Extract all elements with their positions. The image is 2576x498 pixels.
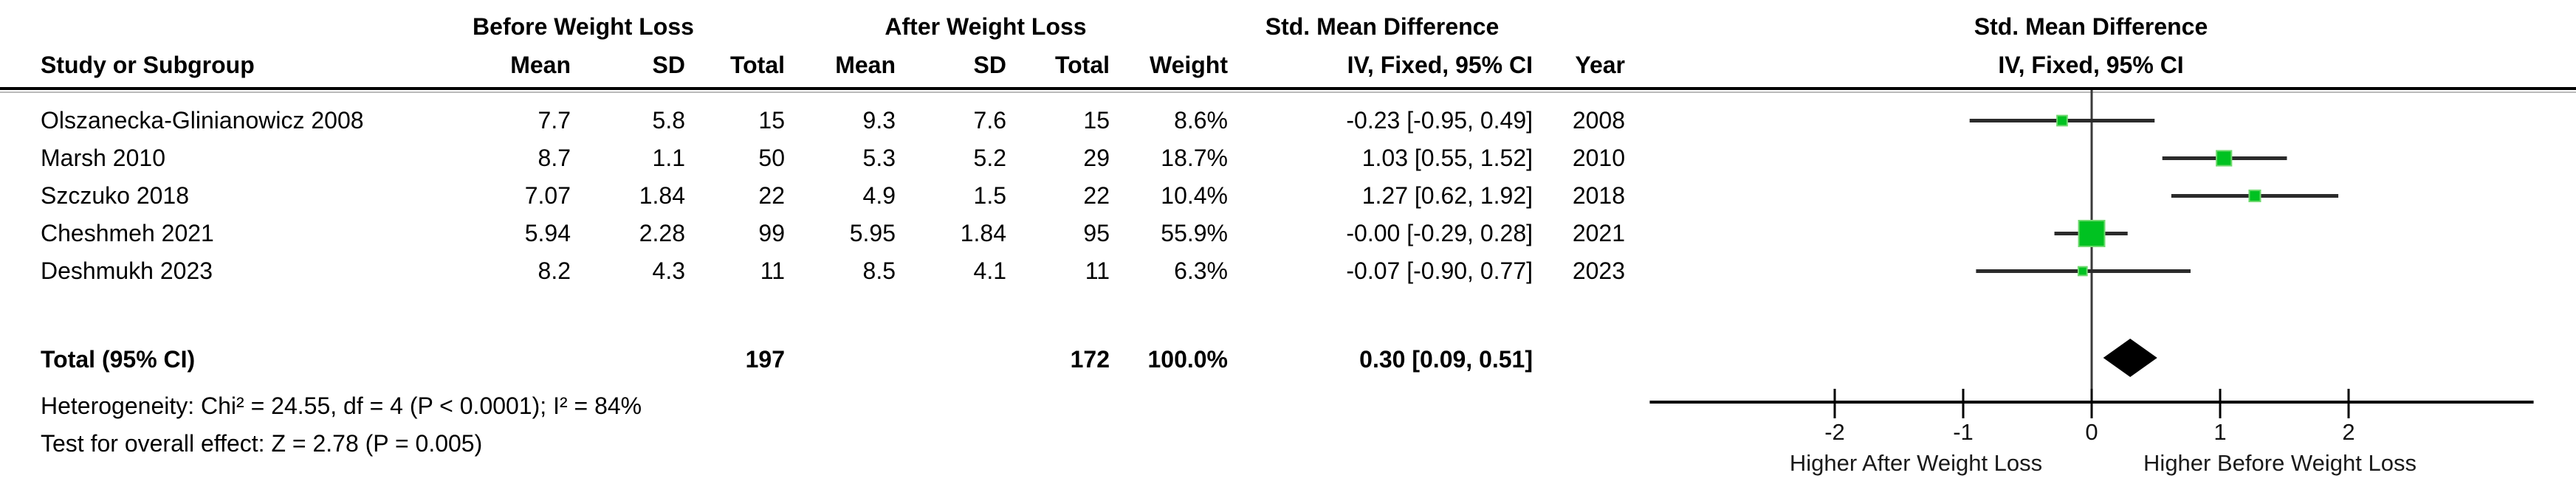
group-header-smd: Std. Mean Difference — [1265, 13, 1500, 40]
forest-plot-svg — [1649, 90, 2534, 418]
study-row: Deshmukh 2023 8.2 4.3 11 8.5 4.1 11 6.3%… — [0, 252, 1628, 290]
year-value: 2008 — [1572, 107, 1625, 134]
study-row: Marsh 2010 8.7 1.1 50 5.3 5.2 29 18.7% 1… — [0, 139, 1628, 177]
axis-tick-label: -1 — [1953, 419, 1974, 445]
total-before: 99 — [758, 220, 785, 246]
sd-after: 7.6 — [973, 107, 1006, 134]
total-after: 15 — [1083, 107, 1110, 134]
study-row: Szczuko 2018 7.07 1.84 22 4.9 1.5 22 10.… — [0, 177, 1628, 215]
col-header-total-after: Total — [1054, 51, 1110, 78]
year-value: 2010 — [1572, 145, 1625, 171]
header-rule-shadow — [0, 91, 2576, 93]
year-value: 2021 — [1572, 220, 1625, 246]
table-column-header-row: Study or Subgroup Mean SD Total Mean SD … — [0, 46, 1628, 84]
total-ci: 0.30 [0.09, 0.51] — [1359, 346, 1533, 373]
overall-effect-note: Test for overall effect: Z = 2.78 (P = 0… — [41, 430, 483, 457]
total-after: 29 — [1083, 145, 1110, 171]
total-after: 11 — [1085, 257, 1110, 284]
sd-before: 1.1 — [652, 145, 685, 171]
mean-before: 5.94 — [524, 220, 571, 246]
col-header-total-before: Total — [729, 51, 785, 78]
total-before: 11 — [760, 257, 785, 284]
smd-square — [2077, 266, 2088, 277]
smd-square — [2056, 114, 2068, 127]
mean-after: 4.9 — [862, 182, 896, 209]
col-header-study: Study or Subgroup — [41, 51, 255, 78]
total-weight: 100.0% — [1147, 346, 1228, 373]
forest-plot-panel: Std. Mean Difference IV, Fixed, 95% CI -… — [1628, 0, 2576, 498]
mean-before: 8.7 — [537, 145, 571, 171]
sd-after: 1.84 — [960, 220, 1006, 246]
summary-diamond — [2103, 339, 2157, 377]
total-row: Total (95% CI) 197 172 100.0% 0.30 [0.09… — [0, 341, 1628, 378]
mean-after: 8.5 — [862, 257, 896, 284]
sd-after: 1.5 — [973, 182, 1006, 209]
total-before: 15 — [758, 107, 785, 134]
weight-value: 8.6% — [1174, 107, 1228, 134]
total-label: Total (95% CI) — [41, 346, 196, 373]
sd-after: 4.1 — [973, 257, 1006, 284]
axis-label-left: Higher After Weight Loss — [1789, 450, 2043, 476]
group-header-before: Before Weight Loss — [473, 13, 694, 40]
sd-before: 2.28 — [639, 220, 685, 246]
col-header-sd-before: SD — [652, 51, 685, 78]
col-header-weight: Weight — [1149, 51, 1228, 78]
study-name: Cheshmeh 2021 — [41, 220, 214, 246]
mean-before: 8.2 — [537, 257, 571, 284]
weight-value: 10.4% — [1161, 182, 1228, 209]
weight-value: 6.3% — [1174, 257, 1228, 284]
axis-tick-label: 0 — [2085, 419, 2098, 445]
sd-before: 4.3 — [652, 257, 685, 284]
study-row: Olszanecka-Glinianowicz 2008 7.7 5.8 15 … — [0, 102, 1628, 139]
smd-square — [2216, 150, 2233, 167]
ci-value: -0.00 [-0.29, 0.28] — [1346, 220, 1533, 246]
mean-before: 7.07 — [524, 182, 571, 209]
mean-after: 9.3 — [862, 107, 896, 134]
study-name: Szczuko 2018 — [41, 182, 190, 209]
sd-before: 5.8 — [652, 107, 685, 134]
year-value: 2018 — [1572, 182, 1625, 209]
weight-value: 55.9% — [1161, 220, 1228, 246]
sd-before: 1.84 — [639, 182, 685, 209]
year-value: 2023 — [1572, 257, 1625, 284]
col-header-sd-after: SD — [973, 51, 1006, 78]
total-after: 22 — [1083, 182, 1110, 209]
study-name: Deshmukh 2023 — [41, 257, 213, 284]
ci-value: -0.23 [-0.95, 0.49] — [1346, 107, 1533, 134]
study-name: Marsh 2010 — [41, 145, 165, 171]
ci-value: 1.27 [0.62, 1.92] — [1361, 182, 1533, 209]
table-group-header-row: Before Weight Loss After Weight Loss Std… — [0, 9, 1628, 44]
study-name: Olszanecka-Glinianowicz 2008 — [41, 107, 364, 134]
mean-after: 5.3 — [862, 145, 896, 171]
total-before: 50 — [758, 145, 785, 171]
total-n-before: 197 — [745, 346, 785, 373]
ci-value: -0.07 [-0.90, 0.77] — [1346, 257, 1533, 284]
ci-value: 1.03 [0.55, 1.52] — [1361, 145, 1533, 171]
smd-square — [2078, 220, 2106, 247]
total-n-after: 172 — [1070, 346, 1110, 373]
plot-header-smd: Std. Mean Difference — [1974, 13, 2208, 40]
mean-after: 5.95 — [849, 220, 896, 246]
study-row: Cheshmeh 2021 5.94 2.28 99 5.95 1.84 95 … — [0, 215, 1628, 252]
plot-header-model: IV, Fixed, 95% CI — [1998, 52, 2184, 78]
col-header-mean-before: Mean — [510, 51, 571, 78]
col-header-ci: IV, Fixed, 95% CI — [1347, 51, 1533, 78]
col-header-mean-after: Mean — [835, 51, 896, 78]
group-header-after: After Weight Loss — [885, 13, 1087, 40]
sd-after: 5.2 — [973, 145, 1006, 171]
axis-tick-label: -2 — [1824, 419, 1845, 445]
axis-tick-label: 1 — [2213, 419, 2227, 445]
col-header-year: Year — [1575, 51, 1625, 78]
heterogeneity-note: Heterogeneity: Chi² = 24.55, df = 4 (P <… — [41, 392, 642, 419]
total-before: 22 — [758, 182, 785, 209]
total-after: 95 — [1083, 220, 1110, 246]
smd-square — [2248, 189, 2261, 203]
header-rule — [0, 87, 2576, 90]
weight-value: 18.7% — [1161, 145, 1228, 171]
mean-before: 7.7 — [537, 107, 571, 134]
axis-tick-label: 2 — [2342, 419, 2355, 445]
axis-label-right: Higher Before Weight Loss — [2143, 450, 2417, 476]
